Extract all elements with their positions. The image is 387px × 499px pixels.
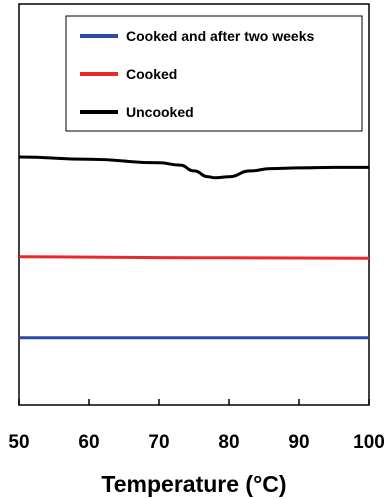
x-tick-label: 90 <box>288 432 309 453</box>
series-line-1 <box>18 255 370 260</box>
series-line-2 <box>18 155 369 180</box>
series-lines <box>18 155 370 340</box>
legend-label-1: Cooked <box>126 66 177 82</box>
plot-frame <box>18 3 370 406</box>
legend: Cooked and after two weeks Cooked Uncooked <box>80 28 314 120</box>
legend-label-2: Uncooked <box>126 104 194 120</box>
x-axis-label: Temperature (°C) <box>101 471 286 497</box>
x-tick-label: 70 <box>148 432 169 453</box>
x-tick-label: 80 <box>218 432 239 453</box>
x-tick-label: 100 <box>353 432 385 453</box>
x-tick-label: 60 <box>78 432 99 453</box>
legend-label-0: Cooked and after two weeks <box>126 28 314 44</box>
x-tick-label: 50 <box>8 432 29 453</box>
x-ticks: 50 60 70 80 90 100 <box>8 399 385 453</box>
